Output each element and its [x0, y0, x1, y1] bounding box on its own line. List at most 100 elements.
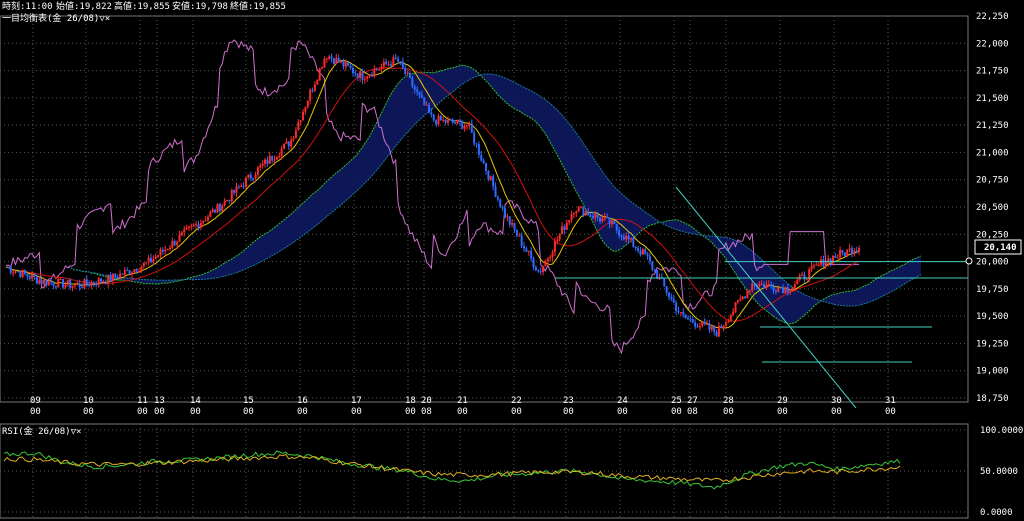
support-lines — [555, 186, 968, 409]
candle-body — [157, 255, 160, 257]
candle-body — [656, 270, 659, 279]
candle-body — [729, 314, 732, 322]
candle-body — [610, 220, 613, 225]
candle-body — [736, 300, 739, 303]
date-day-label: 09 — [30, 396, 41, 406]
candle-body — [380, 66, 383, 70]
candle-body — [846, 249, 849, 256]
candle-body — [378, 69, 381, 71]
date-day-label: 23 — [563, 396, 574, 406]
date-hour-label: 00 — [617, 407, 628, 417]
candle-body — [54, 285, 57, 288]
candle-body — [199, 222, 202, 228]
candle-body — [518, 235, 521, 237]
candle-body — [525, 248, 528, 252]
candle-body — [539, 271, 542, 273]
candle-body — [171, 240, 174, 248]
rsi-tick-label: 50.0000 — [980, 467, 1018, 477]
candle-body — [784, 287, 787, 293]
senkou-span-b — [67, 73, 922, 307]
candle-body — [57, 278, 60, 288]
kijun-sen — [5, 67, 860, 322]
candle-body — [475, 143, 478, 145]
candle-body — [511, 222, 514, 225]
candle-body — [454, 122, 457, 124]
candle-body — [439, 115, 442, 121]
candle-body — [527, 251, 530, 253]
candle-body — [116, 277, 119, 279]
candle-body — [252, 178, 255, 180]
candle-body — [544, 260, 547, 267]
date-hour-label: 00 — [137, 407, 148, 417]
candle-body — [694, 322, 697, 327]
candle-body — [313, 84, 316, 91]
candle-body — [294, 130, 297, 139]
candle-body — [38, 280, 41, 284]
chikou-span — [5, 39, 860, 355]
candle-body — [159, 249, 162, 256]
candle-body — [425, 104, 428, 106]
candle-body — [347, 62, 350, 66]
candle-body — [356, 73, 359, 78]
candle-body — [123, 270, 126, 275]
trend-line — [675, 186, 857, 409]
candle-body — [435, 120, 438, 125]
candle-body — [309, 90, 312, 101]
candle-body — [760, 284, 763, 286]
candle-body — [245, 177, 248, 187]
candle-body — [575, 211, 578, 214]
candle-body — [558, 234, 561, 240]
candle-body — [119, 273, 122, 279]
candle-body — [204, 220, 207, 222]
candle-body — [142, 262, 145, 267]
candle-body — [572, 213, 575, 215]
sub-indicator-label[interactable]: RSI(金 26/08)▽× — [2, 425, 81, 437]
candle-body — [328, 56, 331, 59]
rsi-axis: 100.0000 50.0000 0.0000 — [980, 426, 1023, 518]
candle-body — [442, 119, 445, 121]
candle-body — [43, 279, 46, 284]
candle-body — [249, 174, 252, 179]
candle-body — [698, 325, 701, 328]
candle-body — [523, 246, 526, 249]
candle-body — [822, 259, 825, 267]
high-label: 高値:19,855 — [114, 0, 170, 12]
candle-body — [342, 61, 345, 67]
candle-body — [316, 80, 319, 85]
candle-body — [848, 248, 851, 250]
candle-body — [556, 239, 559, 242]
candle-body — [50, 281, 53, 283]
date-day-label: 22 — [511, 396, 522, 406]
price-tick-label: 20,000 — [976, 258, 1009, 268]
candle-body — [351, 67, 354, 74]
candle-body — [753, 283, 756, 286]
candle-body — [468, 123, 471, 126]
candle-body — [321, 67, 324, 69]
candle-body — [577, 206, 580, 212]
candle-body — [399, 61, 402, 63]
candle-body — [413, 86, 416, 90]
crosshair-handle[interactable] — [965, 257, 973, 265]
candle-body — [109, 274, 112, 281]
candle-body — [508, 216, 511, 225]
candle-body — [404, 67, 407, 74]
candle-body — [561, 226, 564, 235]
candle-body — [114, 274, 117, 278]
candle-body — [641, 249, 644, 255]
candle-body — [627, 235, 630, 240]
candle-body — [12, 272, 15, 274]
candle-body — [786, 287, 789, 293]
candle-body — [176, 241, 179, 246]
candle-body — [725, 322, 728, 326]
main-indicator-label[interactable]: 一目均衡表(金 26/08)▽× — [2, 12, 110, 24]
candle-body — [71, 285, 74, 288]
candle-body — [92, 282, 95, 284]
candle-body — [679, 312, 682, 314]
candle-body — [796, 280, 799, 285]
candle-body — [739, 299, 742, 301]
candle-body — [793, 284, 796, 288]
candle-body — [323, 58, 326, 68]
date-day-label: 25 — [671, 396, 682, 406]
price-tick-label: 18,750 — [976, 394, 1009, 404]
